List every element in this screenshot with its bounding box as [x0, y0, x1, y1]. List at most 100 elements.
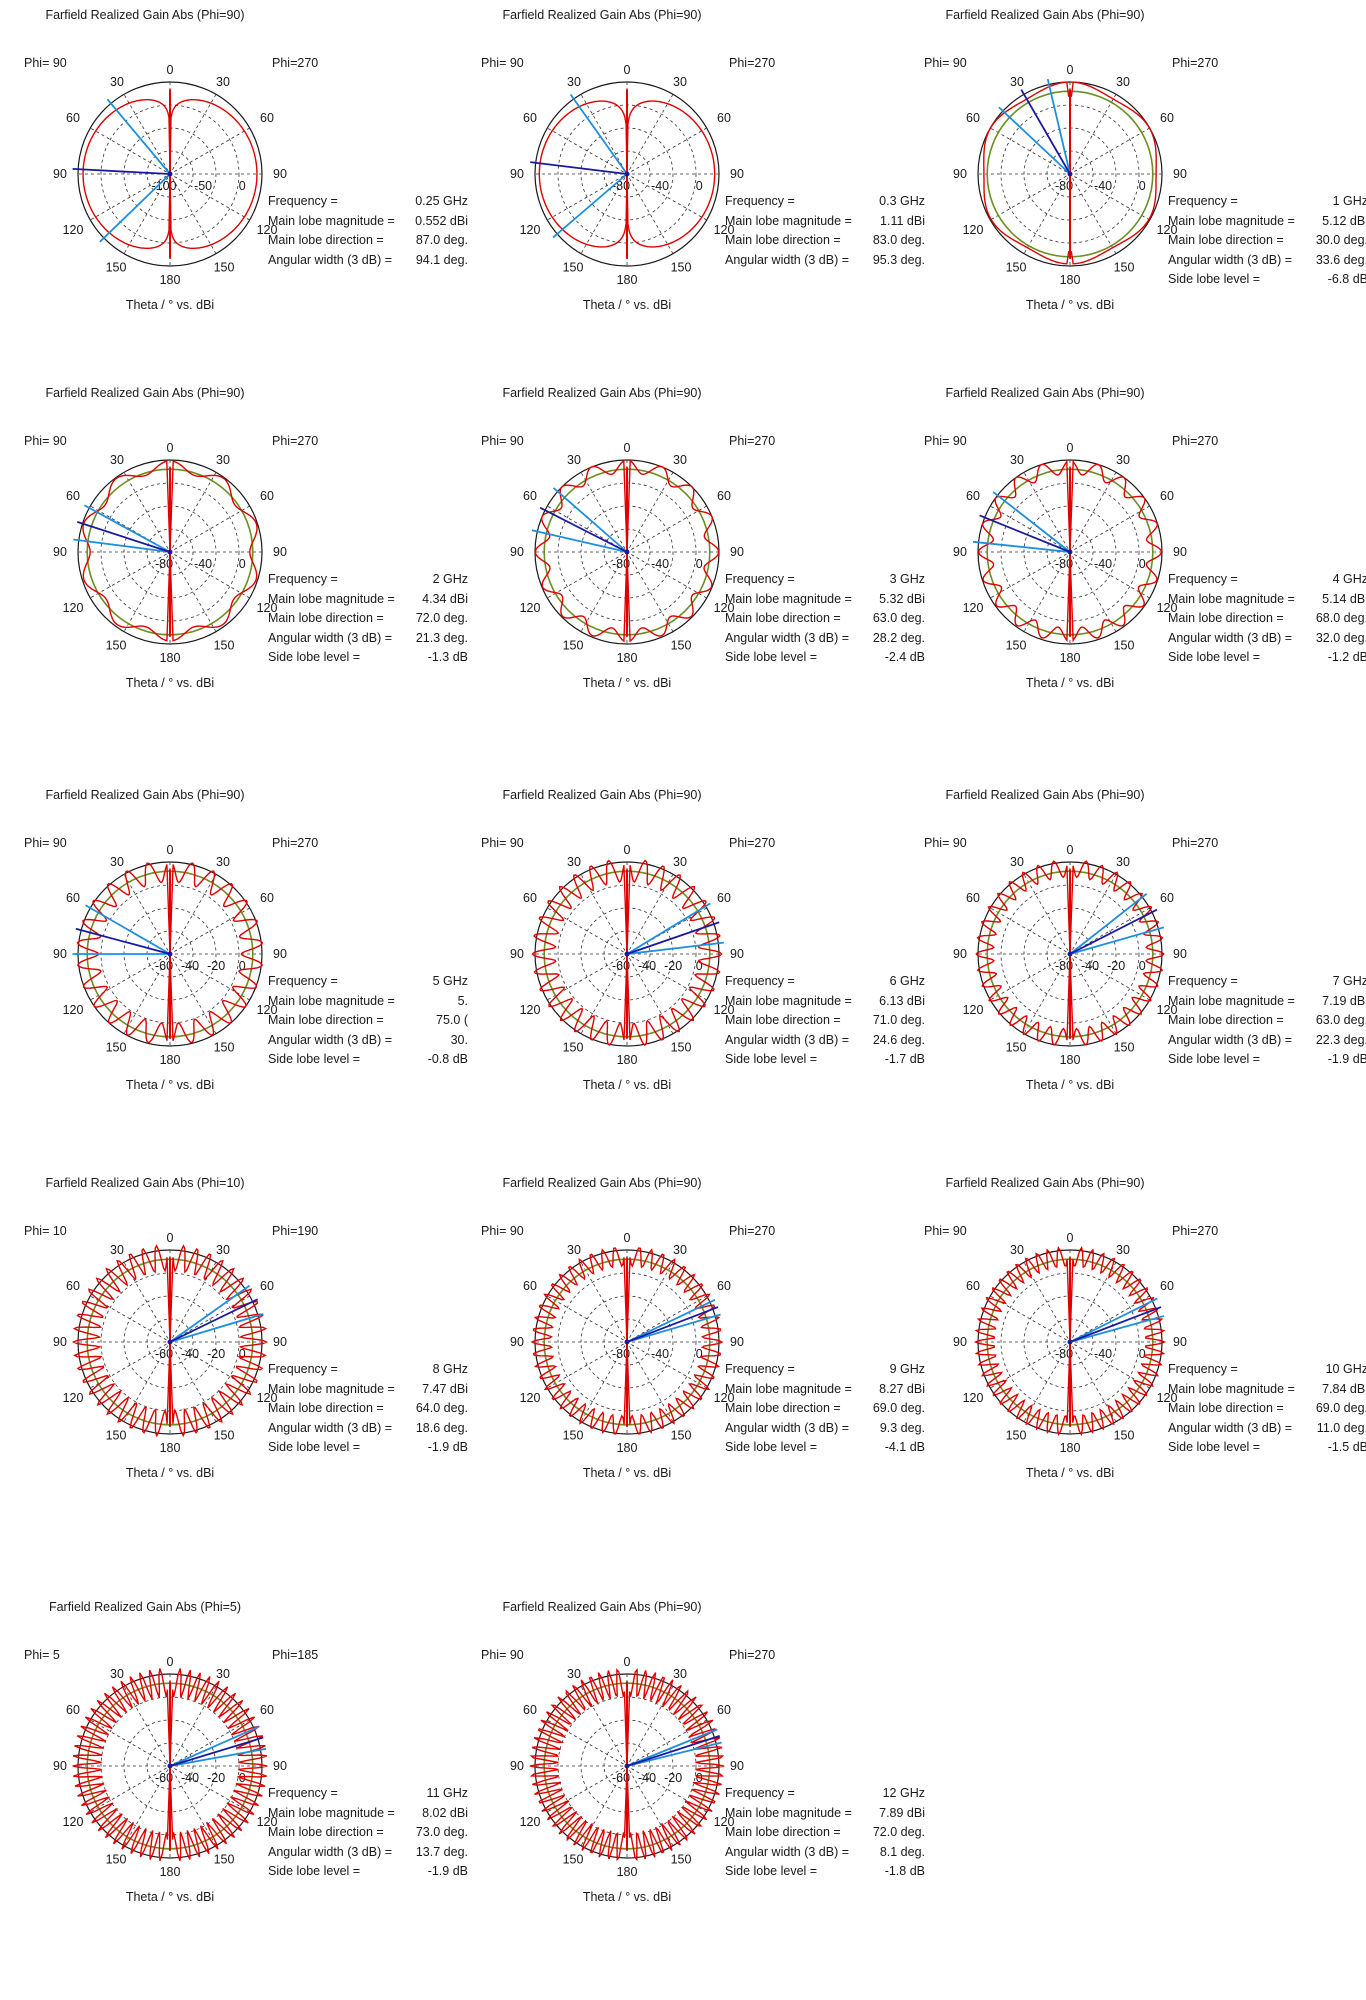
origin-dot — [624, 171, 630, 177]
theta-tick-label: 30 — [673, 75, 687, 89]
lobe-info-box: Frequency = 3 GHz Main lobe magnitude = 5.3… — [725, 570, 925, 668]
theta-tick-label: 90 — [53, 1335, 67, 1349]
theta-tick-label: 0 — [1067, 441, 1074, 455]
x-axis-label: Theta / ° vs. dBi — [582, 1078, 672, 1092]
origin-dot — [1067, 171, 1073, 177]
theta-tick-label: 0 — [167, 843, 174, 857]
info-row: Frequency = 9 GHz — [725, 1360, 925, 1380]
theta-tick-label: 60 — [1160, 489, 1174, 503]
info-value: -4.1 dB — [884, 1440, 925, 1454]
radial-tick-label: -40 — [1081, 959, 1099, 973]
gain-pattern-left — [531, 859, 628, 1046]
theta-tick-label: 30 — [1116, 75, 1130, 89]
theta-tick-label: 60 — [66, 111, 80, 125]
theta-tick-label: 30 — [110, 453, 124, 467]
beam-edge-line — [531, 529, 628, 553]
theta-tick-label: 0 — [1067, 1231, 1074, 1245]
theta-tick-label: 0 — [624, 1231, 631, 1245]
info-label: Angular width (3 dB) = — [268, 252, 393, 267]
info-value: 3 GHz — [889, 572, 925, 586]
info-value: 8.02 dBi — [422, 1805, 468, 1820]
theta-tick-label: 30 — [110, 1243, 124, 1257]
x-axis-label: Theta / ° vs. dBi — [125, 1890, 215, 1904]
radial-tick-label: -80 — [1055, 179, 1073, 193]
theta-tick-label: 150 — [106, 1429, 127, 1443]
theta-tick-label: 180 — [160, 1865, 181, 1879]
theta-tick-label: 90 — [730, 947, 744, 961]
info-value: -1.9 dB — [427, 1864, 468, 1878]
gain-pattern-right — [169, 99, 258, 249]
main-lobe-line — [626, 921, 720, 955]
info-value: 7.19 dBi — [1322, 993, 1366, 1008]
theta-tick-label: 120 — [714, 601, 735, 615]
radial-tick-label: 0 — [696, 1347, 703, 1361]
theta-tick-label: 60 — [260, 1279, 274, 1293]
chart-title: Farfield Realized Gain Abs (Phi=90) — [45, 386, 245, 400]
lobe-info-box: Frequency = 11 GHz Main lobe magnitude = 8.… — [268, 1784, 468, 1882]
gain-pattern-left — [983, 81, 1070, 265]
theta-tick-label: 150 — [214, 1853, 235, 1867]
info-value: 72.0 deg. — [415, 611, 468, 625]
theta-tick-label: 180 — [617, 1865, 638, 1879]
info-label: Main lobe direction = — [268, 1401, 384, 1415]
info-value: 22.3 deg. — [1315, 1032, 1366, 1047]
gain-pattern-right — [1069, 459, 1163, 643]
x-axis-label: Theta / ° vs. dBi — [125, 676, 215, 690]
theta-tick-label: 90 — [273, 167, 287, 181]
theta-tick-label: 120 — [1157, 601, 1178, 615]
info-value: -1.9 dB — [1327, 1052, 1366, 1066]
info-row: Main lobe magnitude = 5.32 dBi — [725, 590, 925, 610]
lobe-info-box: Frequency = 7 GHz Main lobe magnitude = 7.1… — [1168, 972, 1366, 1070]
info-label: Side lobe level = — [268, 650, 361, 664]
polar-plot: 0 30 30 60 60 90 90 120 120 150 150 180 -80 -40 0 — [53, 441, 287, 665]
theta-tick-label: 120 — [963, 223, 984, 237]
beam-edge-line — [1069, 893, 1148, 955]
theta-tick-label: 30 — [567, 1667, 581, 1681]
info-value: 72.0 deg. — [872, 1825, 925, 1839]
farfield-chart: Farfield Realized Gain Abs (Phi=90) Phi= … — [900, 386, 1366, 756]
x-axis-label: Theta / ° vs. dBi — [1025, 676, 1115, 690]
gain-pattern-left — [538, 100, 628, 248]
info-value: 6 GHz — [889, 974, 925, 988]
theta-tick-label: 60 — [717, 1703, 731, 1717]
main-lobe-line — [169, 1298, 259, 1343]
info-label: Side lobe level = — [725, 1864, 818, 1878]
info-label: Angular width (3 dB) = — [1168, 252, 1293, 267]
theta-tick-label: 120 — [963, 1003, 984, 1017]
info-label: Side lobe level = — [725, 1052, 818, 1066]
info-value: 69.0 deg. — [1315, 1401, 1366, 1415]
info-row: Main lobe direction = 63.0 deg. — [1168, 1011, 1366, 1031]
chart-title: Farfield Realized Gain Abs (Phi=5) — [48, 1600, 242, 1614]
radial-tick-label: -40 — [1094, 1347, 1112, 1361]
farfield-chart: Farfield Realized Gain Abs (Phi=90) Phi= … — [900, 788, 1366, 1158]
theta-tick-label: 150 — [214, 639, 235, 653]
gain-pattern-right — [626, 859, 723, 1046]
beam-edge-line — [83, 504, 171, 553]
info-value: 11 GHz — [426, 1786, 468, 1800]
theta-tick-label: 0 — [1067, 63, 1074, 77]
theta-tick-label: 150 — [1114, 1041, 1135, 1055]
theta-tick-label: 30 — [673, 1667, 687, 1681]
info-label: Main lobe direction = — [268, 611, 384, 625]
info-row: Frequency = 11 GHz — [268, 1784, 468, 1804]
theta-tick-label: 90 — [730, 1335, 744, 1349]
gain-pattern-left — [975, 860, 1071, 1046]
info-value: -1.8 dB — [884, 1864, 925, 1878]
chart-title: Farfield Realized Gain Abs (Phi=90) — [502, 1176, 702, 1190]
theta-tick-label: 150 — [106, 639, 127, 653]
info-row: Angular width (3 dB) = 95.3 deg. — [725, 251, 925, 271]
theta-tick-label: 150 — [1114, 1429, 1135, 1443]
theta-tick-label: 0 — [167, 1655, 174, 1669]
origin-dot — [624, 549, 630, 555]
phi-right-label: Phi=270 — [729, 836, 776, 850]
info-value: 73.0 deg. — [415, 1825, 468, 1839]
theta-tick-label: 60 — [966, 891, 980, 905]
radial-tick-label: 0 — [1139, 959, 1146, 973]
info-row: Frequency = 4 GHz — [1168, 570, 1366, 590]
info-row: Side lobe level = -1.9 dB — [1168, 1050, 1366, 1070]
info-value: 7.84 dBi — [1322, 1381, 1366, 1396]
theta-tick-label: 120 — [714, 223, 735, 237]
info-row: Main lobe magnitude = 5.12 dBi — [1168, 212, 1366, 232]
